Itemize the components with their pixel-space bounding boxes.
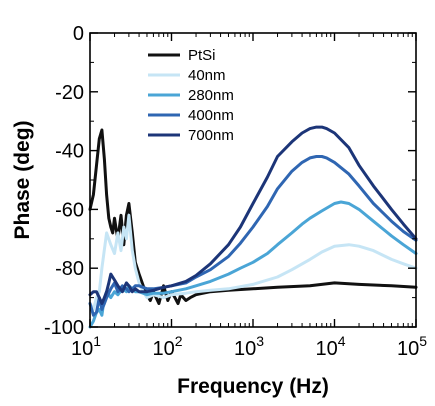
y-tick-label: -100 bbox=[44, 317, 84, 339]
legend: PtSi 40nm 280nm 400nm 700nm bbox=[148, 47, 234, 144]
legend-label-40nm: 40nm bbox=[188, 67, 226, 84]
x-tick-label: 102 bbox=[152, 333, 182, 360]
series-line-280nm bbox=[88, 200, 418, 329]
y-axis-title: Phase (deg) bbox=[11, 120, 34, 239]
ticks-layer bbox=[89, 32, 417, 328]
x-tick-label: 103 bbox=[234, 333, 264, 360]
y-tick-label: 0 bbox=[73, 23, 84, 45]
x-tick-label: 101 bbox=[71, 333, 101, 360]
series-line-700nm bbox=[88, 125, 418, 305]
y-tick-label: -60 bbox=[55, 199, 84, 221]
legend-label-ptsi: PtSi bbox=[188, 47, 216, 64]
y-tick-label: -40 bbox=[55, 141, 84, 163]
y-tick-label: -20 bbox=[55, 82, 84, 104]
x-axis-title: Frequency (Hz) bbox=[177, 375, 329, 398]
x-tick-label: 104 bbox=[315, 333, 345, 360]
x-tick-label: 105 bbox=[397, 333, 427, 360]
y-tick-label: -80 bbox=[55, 258, 84, 280]
series-layer bbox=[88, 125, 418, 329]
legend-label-700nm: 700nm bbox=[188, 127, 234, 144]
legend-label-280nm: 280nm bbox=[188, 87, 234, 104]
legend-label-400nm: 400nm bbox=[188, 107, 234, 124]
tick-labels-layer: 101 102 103 104 105 0 -20 -40 -60 -80 -100 bbox=[44, 23, 427, 360]
